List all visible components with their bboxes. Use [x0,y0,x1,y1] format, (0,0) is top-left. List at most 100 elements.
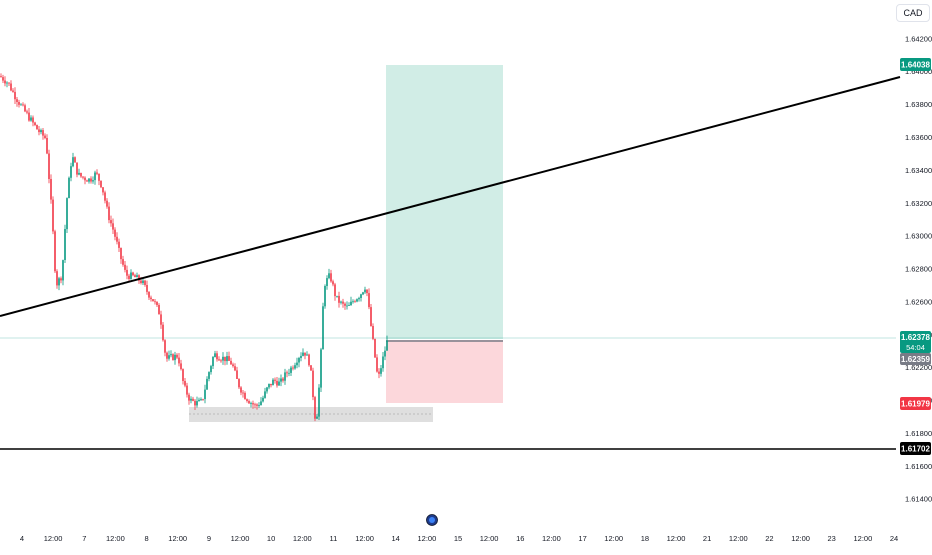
candle-body [144,280,146,285]
candle-body [374,338,376,358]
bar-countdown-label: 54:04 [906,343,925,352]
price-tick-label: 1.62800 [905,265,932,274]
candle-body [114,229,116,237]
candle-body [314,397,316,419]
candle-body [328,273,330,279]
candle-body [342,301,344,304]
candle-body [74,157,76,163]
time-tick-label: 12:00 [106,534,125,543]
candle-body [156,301,158,305]
candle-body [32,117,34,123]
candle-body [230,360,232,365]
candle-body [188,394,190,401]
entry-price-label: 1.62359 [901,355,930,364]
candle-body [350,301,352,306]
candle-body [104,192,106,201]
candle-body [46,138,48,154]
time-tick-label: 21 [703,534,711,543]
candle-body [362,292,364,295]
candle-body [270,383,272,386]
candle-body [190,398,192,401]
candle-body [88,178,90,182]
price-tick-label: 1.61600 [905,462,932,471]
candle-body [10,83,12,91]
candle-body [332,281,334,285]
current-price-label: 1.62378 [901,333,930,342]
time-tick-label: 22 [765,534,773,543]
candle-body [202,399,204,400]
candle-body [258,405,260,406]
stop-loss-price-tag [900,397,931,410]
candle-body [280,378,282,382]
candle-body [196,401,198,406]
candle-body [216,353,218,360]
candle-body [116,236,118,242]
candle-body [150,297,152,300]
candle-body [274,379,276,381]
candle-body [224,356,226,362]
candle-body [348,305,350,306]
candle-body [286,372,288,374]
time-tick-label: 15 [454,534,462,543]
candle-body [358,298,360,300]
candle-body [290,367,292,373]
take-profit-zone[interactable] [386,65,503,339]
stop-loss-zone[interactable] [386,340,503,403]
candle-body [0,76,2,78]
candle-body [112,223,114,230]
candle-body [302,352,304,356]
time-tick-label: 12:00 [418,534,437,543]
trendline[interactable] [0,76,901,317]
candle-body [322,306,324,350]
candle-body [86,180,88,182]
candle-body [140,280,142,283]
candle-body [344,303,346,306]
candle-body [84,177,86,181]
candle-body [124,264,126,270]
candle-body [18,102,20,105]
candle-body [320,349,322,388]
candle-body [48,153,50,179]
candle-body [154,301,156,303]
candle-body [194,400,196,406]
candle-body [20,104,22,106]
time-tick-label: 12:00 [604,534,623,543]
candle-body [254,404,256,406]
candle-body [110,220,112,224]
candle-body [276,380,278,386]
time-tick-label: 12:00 [854,534,873,543]
candle-body [184,381,186,386]
candle-body [310,365,312,371]
candle-body [120,247,122,260]
candle-body [40,130,42,133]
time-tick-label: 8 [145,534,149,543]
candle-body [364,289,366,293]
candle-body [264,391,266,398]
time-tick-label: 14 [392,534,400,543]
currency-button[interactable]: CAD [896,4,930,22]
candle-body [278,381,280,386]
candle-body [260,401,262,406]
candle-body [250,403,252,404]
candle-body [28,112,30,121]
time-tick-label: 12:00 [168,534,187,543]
event-marker-icon[interactable] [426,514,438,526]
candle-body [330,273,332,282]
time-axis-ticks: 4 12:00 7 12:00 8 12:00 9 12:00 10 12:00 11 12:00 14… [20,534,898,543]
price-tick-label: 1.62200 [905,363,932,372]
time-tick-label: 12:00 [293,534,312,543]
candle-body [142,280,144,284]
time-tick-label: 12:00 [729,534,748,543]
candle-body [148,291,150,298]
support-zone[interactable] [189,407,433,422]
candle-body [294,365,296,369]
time-tick-label: 4 [20,534,24,543]
candle-body [160,314,162,325]
candle-body [324,286,326,307]
candle-body [238,378,240,388]
candle-body [164,340,166,353]
candle-body [336,295,338,297]
candle-body [232,364,234,367]
